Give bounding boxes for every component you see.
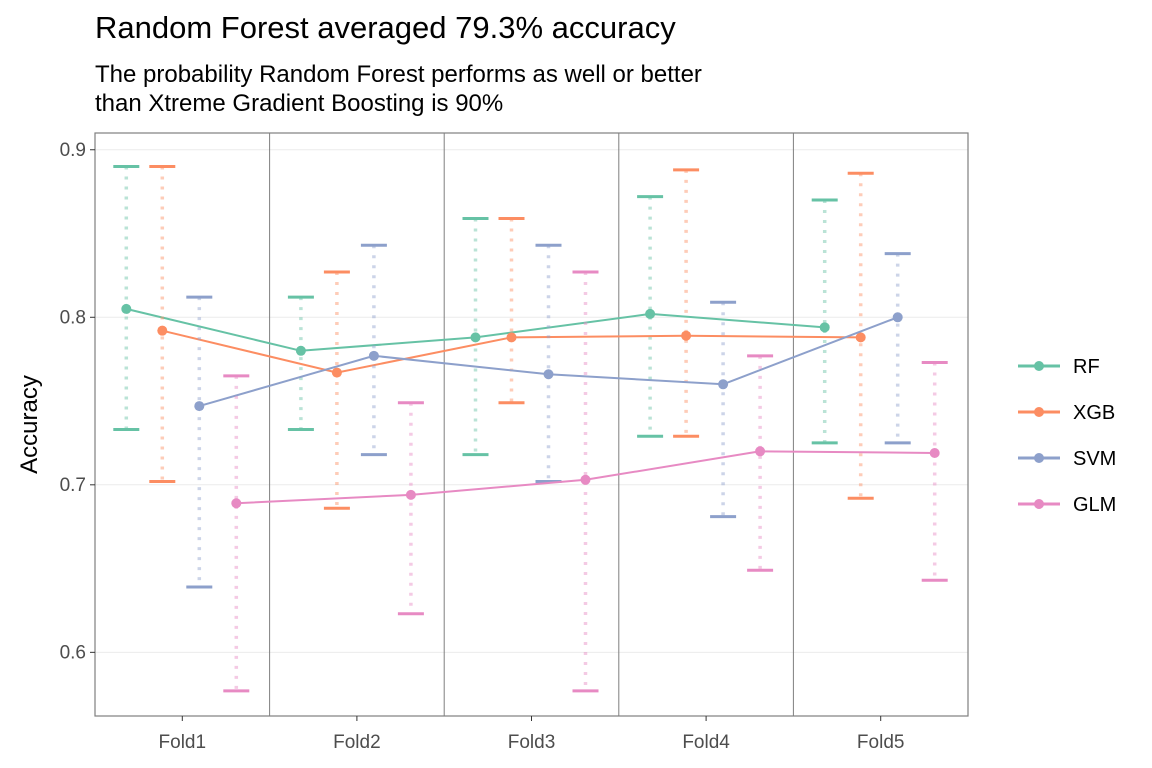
data-point-svm bbox=[892, 312, 903, 323]
chart-title: Random Forest averaged 79.3% accuracy bbox=[95, 10, 676, 45]
legend-key-point bbox=[1034, 407, 1044, 417]
data-point-xgb bbox=[331, 367, 342, 378]
y-axis-title: Accuracy bbox=[16, 375, 43, 474]
data-point-rf bbox=[645, 308, 656, 319]
x-tick-label: Fold1 bbox=[159, 732, 207, 753]
legend-label: GLM bbox=[1073, 494, 1116, 516]
data-point-glm bbox=[755, 446, 766, 457]
legend-label: XGB bbox=[1073, 402, 1115, 424]
x-tick-label: Fold2 bbox=[333, 732, 381, 753]
data-point-svm bbox=[194, 401, 205, 412]
chart-subtitle: The probability Random Forest performs a… bbox=[95, 60, 702, 118]
data-point-rf bbox=[470, 332, 481, 343]
data-point-glm bbox=[929, 447, 940, 458]
y-tick-label: 0.6 bbox=[60, 642, 86, 663]
data-point-svm bbox=[368, 350, 379, 361]
x-tick-label: Fold4 bbox=[682, 732, 730, 753]
y-tick-label: 0.7 bbox=[60, 475, 86, 496]
legend-label: SVM bbox=[1073, 448, 1116, 470]
x-tick-label: Fold5 bbox=[857, 732, 905, 753]
data-point-svm bbox=[543, 369, 554, 380]
plot-border bbox=[94, 132, 969, 717]
y-tick-label: 0.8 bbox=[60, 307, 86, 328]
data-point-xgb bbox=[157, 325, 168, 336]
data-point-xgb bbox=[681, 330, 692, 341]
data-point-xgb bbox=[855, 332, 866, 343]
data-point-svm bbox=[718, 379, 729, 390]
subtitle-line-2: than Xtreme Gradient Boosting is 90% bbox=[95, 90, 504, 117]
data-point-rf bbox=[295, 345, 306, 356]
data-point-xgb bbox=[506, 332, 517, 343]
data-point-rf bbox=[819, 322, 830, 333]
legend-key-point bbox=[1034, 361, 1044, 371]
data-point-glm bbox=[231, 498, 242, 509]
legend-key-point bbox=[1034, 453, 1044, 463]
legend-key-point bbox=[1034, 499, 1044, 509]
data-point-rf bbox=[121, 303, 132, 314]
y-tick-label: 0.9 bbox=[60, 140, 86, 161]
data-point-glm bbox=[405, 489, 416, 500]
x-tick-label: Fold3 bbox=[508, 732, 556, 753]
subtitle-line-1: The probability Random Forest performs a… bbox=[95, 61, 702, 88]
data-point-glm bbox=[580, 474, 591, 485]
legend-label: RF bbox=[1073, 356, 1100, 378]
